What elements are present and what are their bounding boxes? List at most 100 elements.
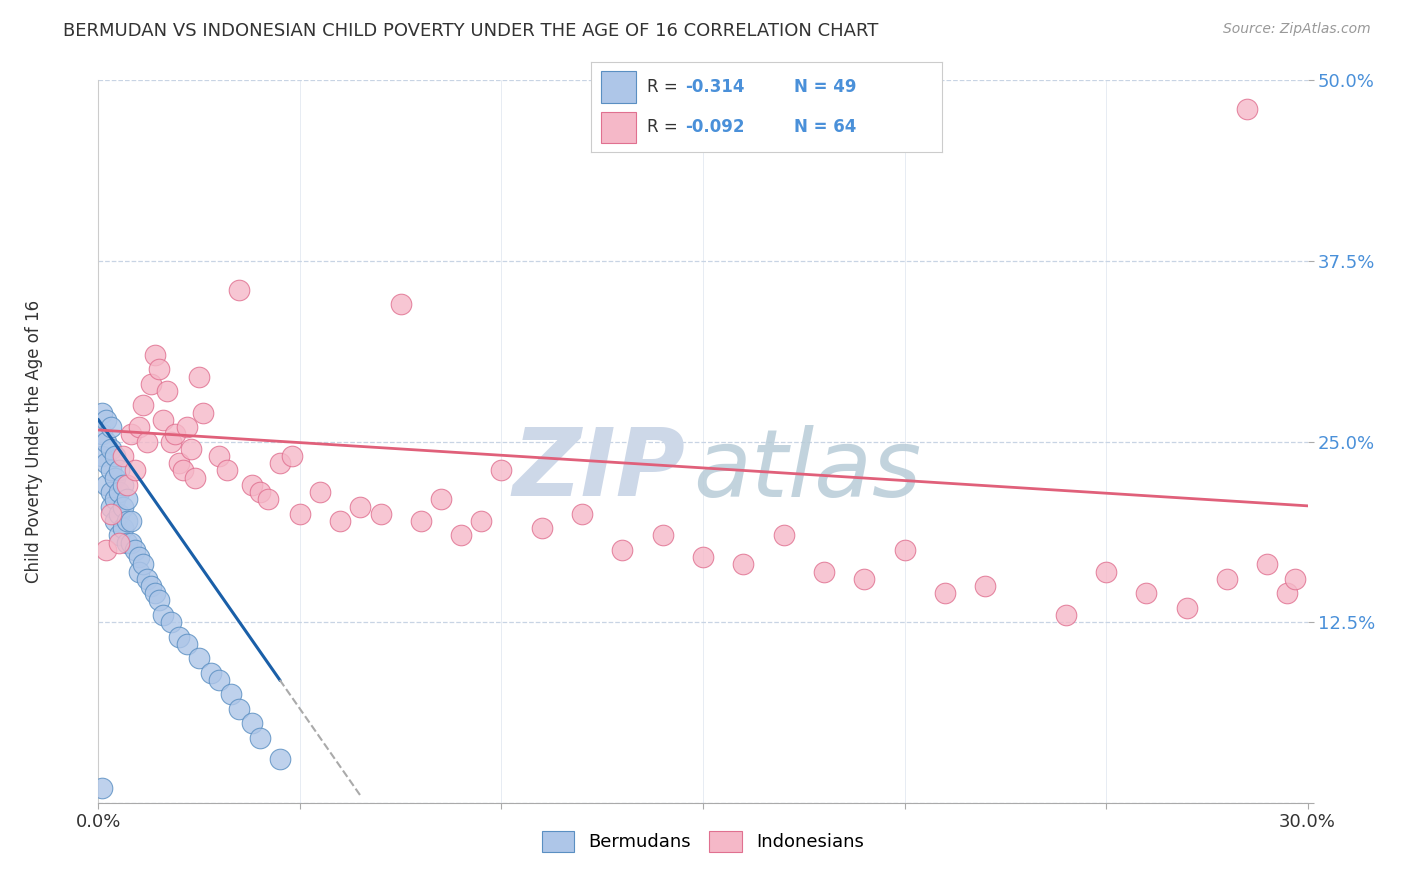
Point	[217, 463, 239, 477]
Text: -0.092: -0.092	[686, 118, 745, 136]
Point	[281, 449, 304, 463]
Point	[450, 528, 472, 542]
Point	[309, 485, 332, 500]
Point	[167, 630, 190, 644]
Point	[571, 507, 593, 521]
Point	[612, 542, 634, 557]
Point	[193, 406, 215, 420]
Point	[139, 579, 162, 593]
Point	[135, 572, 157, 586]
Point	[120, 427, 142, 442]
Point	[111, 478, 134, 492]
Point	[651, 528, 673, 542]
Point	[188, 369, 211, 384]
Point	[96, 413, 118, 427]
FancyBboxPatch shape	[602, 112, 636, 143]
Point	[128, 565, 150, 579]
Point	[115, 478, 138, 492]
Point	[269, 456, 291, 470]
Point	[208, 673, 231, 687]
Text: ZIP: ZIP	[512, 425, 685, 516]
Point	[1054, 607, 1077, 622]
Text: -0.314: -0.314	[686, 78, 745, 95]
Point	[1216, 572, 1239, 586]
Point	[124, 463, 146, 477]
Point	[772, 528, 794, 542]
Point	[128, 420, 150, 434]
Point	[470, 514, 492, 528]
Point	[409, 514, 432, 528]
Point	[103, 449, 125, 463]
Point	[107, 485, 129, 500]
Point	[160, 615, 183, 630]
Point	[103, 514, 125, 528]
Point	[813, 565, 835, 579]
Point	[107, 463, 129, 477]
Point	[152, 607, 174, 622]
Point	[1256, 558, 1278, 572]
Point	[100, 442, 122, 456]
Y-axis label: Child Poverty Under the Age of 16: Child Poverty Under the Age of 16	[25, 300, 42, 583]
Point	[96, 434, 118, 449]
Point	[156, 384, 179, 398]
Point	[692, 550, 714, 565]
Text: N = 64: N = 64	[794, 118, 856, 136]
Point	[96, 456, 118, 470]
Point	[100, 507, 122, 521]
Point	[115, 514, 138, 528]
Point	[176, 420, 198, 434]
Point	[103, 470, 125, 484]
Text: BERMUDAN VS INDONESIAN CHILD POVERTY UNDER THE AGE OF 16 CORRELATION CHART: BERMUDAN VS INDONESIAN CHILD POVERTY UND…	[63, 22, 879, 40]
Point	[240, 716, 263, 731]
Point	[100, 485, 122, 500]
Point	[1284, 572, 1306, 586]
Point	[91, 427, 114, 442]
Point	[111, 521, 134, 535]
Point	[1277, 586, 1299, 600]
Point	[389, 297, 412, 311]
Point	[1236, 102, 1258, 116]
Point	[180, 442, 202, 456]
Text: R =: R =	[647, 118, 683, 136]
Point	[132, 398, 155, 412]
Point	[96, 478, 118, 492]
Point	[188, 651, 211, 665]
Point	[148, 593, 170, 607]
Point	[269, 752, 291, 766]
Point	[100, 500, 122, 514]
Text: N = 49: N = 49	[794, 78, 856, 95]
Point	[124, 542, 146, 557]
Point	[288, 507, 311, 521]
Point	[103, 492, 125, 507]
Text: atlas: atlas	[693, 425, 921, 516]
Point	[100, 420, 122, 434]
Point	[240, 478, 263, 492]
Point	[256, 492, 278, 507]
Point	[120, 535, 142, 549]
Point	[934, 586, 956, 600]
Point	[120, 514, 142, 528]
Point	[329, 514, 352, 528]
Point	[176, 637, 198, 651]
Point	[148, 362, 170, 376]
Point	[107, 507, 129, 521]
Point	[208, 449, 231, 463]
Point	[430, 492, 453, 507]
Text: Source: ZipAtlas.com: Source: ZipAtlas.com	[1223, 22, 1371, 37]
Point	[228, 702, 250, 716]
Point	[491, 463, 513, 477]
Point	[91, 781, 114, 796]
Point	[249, 731, 271, 745]
Point	[107, 535, 129, 549]
Point	[100, 463, 122, 477]
Point	[128, 550, 150, 565]
Point	[853, 572, 876, 586]
Point	[143, 348, 166, 362]
Point	[184, 470, 207, 484]
Point	[91, 406, 114, 420]
Point	[96, 542, 118, 557]
Point	[107, 528, 129, 542]
FancyBboxPatch shape	[602, 71, 636, 103]
Point	[132, 558, 155, 572]
Point	[1175, 600, 1198, 615]
